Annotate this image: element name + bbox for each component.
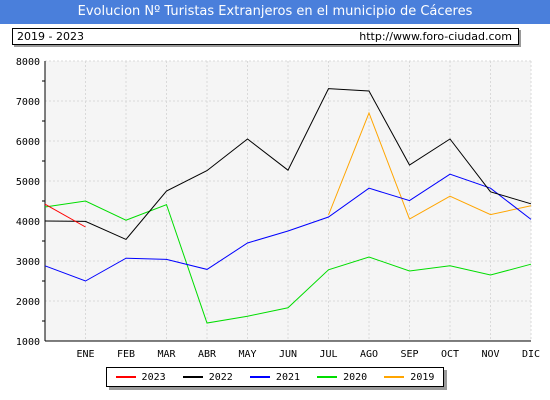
y-tick-label: 7000	[16, 97, 40, 108]
legend: 2023 2022 2021 2020 2019	[106, 367, 444, 387]
legend-item-2022: 2022	[182, 371, 233, 383]
legend-label: 2020	[343, 371, 368, 383]
series-line-2023	[44, 203, 86, 228]
legend-swatch	[384, 376, 405, 378]
x-tick-label: OCT	[441, 349, 459, 360]
chart-title: Evolucion Nº Turistas Extranjeros en el …	[0, 0, 550, 24]
legend-item-2020: 2020	[317, 372, 367, 383]
legend-swatch	[249, 376, 270, 378]
y-tick-label: 5000	[16, 177, 40, 188]
legend-swatch	[182, 376, 203, 378]
period-label: 2019 - 2023	[17, 30, 84, 43]
info-bar: 2019 - 2023 http://www.foro-ciudad.com	[12, 28, 519, 45]
legend-label: 2021	[275, 371, 301, 383]
grid	[45, 60, 532, 342]
y-tick-label: 8000	[16, 57, 40, 68]
x-tick-label: JUL	[319, 349, 337, 360]
x-tick-label: JUN	[279, 349, 297, 360]
x-tick-label: SEP	[400, 349, 418, 360]
series-line-2019	[328, 111, 532, 220]
y-tick-label: 1000	[16, 337, 40, 348]
x-tick-label: AGO	[360, 349, 378, 360]
legend-item-2023: 2023	[115, 371, 166, 383]
series-line-2021	[44, 173, 532, 282]
legend-swatch	[115, 376, 136, 378]
legend-swatch	[317, 376, 338, 378]
legend-item-2021: 2021	[249, 371, 301, 383]
legend-label: 2023	[141, 371, 166, 383]
x-tick-label: DIC	[522, 349, 540, 360]
y-tick-label: 6000	[16, 137, 40, 148]
x-tick-label: FEB	[117, 349, 135, 360]
x-tick-label: ENE	[76, 349, 94, 360]
legend-label: 2019	[410, 371, 435, 383]
legend-item-2019: 2019	[384, 372, 434, 383]
y-tick-label: 3000	[16, 257, 40, 268]
series-line-2020	[44, 200, 532, 324]
legend-label: 2022	[208, 371, 233, 383]
x-tick-label: ABR	[198, 349, 217, 360]
y-tick-label: 2000	[16, 297, 40, 308]
source-url: http://www.foro-ciudad.com	[359, 30, 512, 43]
x-tick-label: MAY	[238, 349, 256, 360]
y-tick-label: 4000	[16, 217, 40, 228]
series	[44, 88, 532, 324]
series-line-2022	[44, 88, 532, 241]
x-tick-label: NOV	[481, 349, 499, 360]
x-tick-label: MAR	[157, 349, 176, 360]
axes: 1000 2000 3000 4000 5000 6000 7000 8000 ENE FEB MA…	[16, 57, 540, 360]
